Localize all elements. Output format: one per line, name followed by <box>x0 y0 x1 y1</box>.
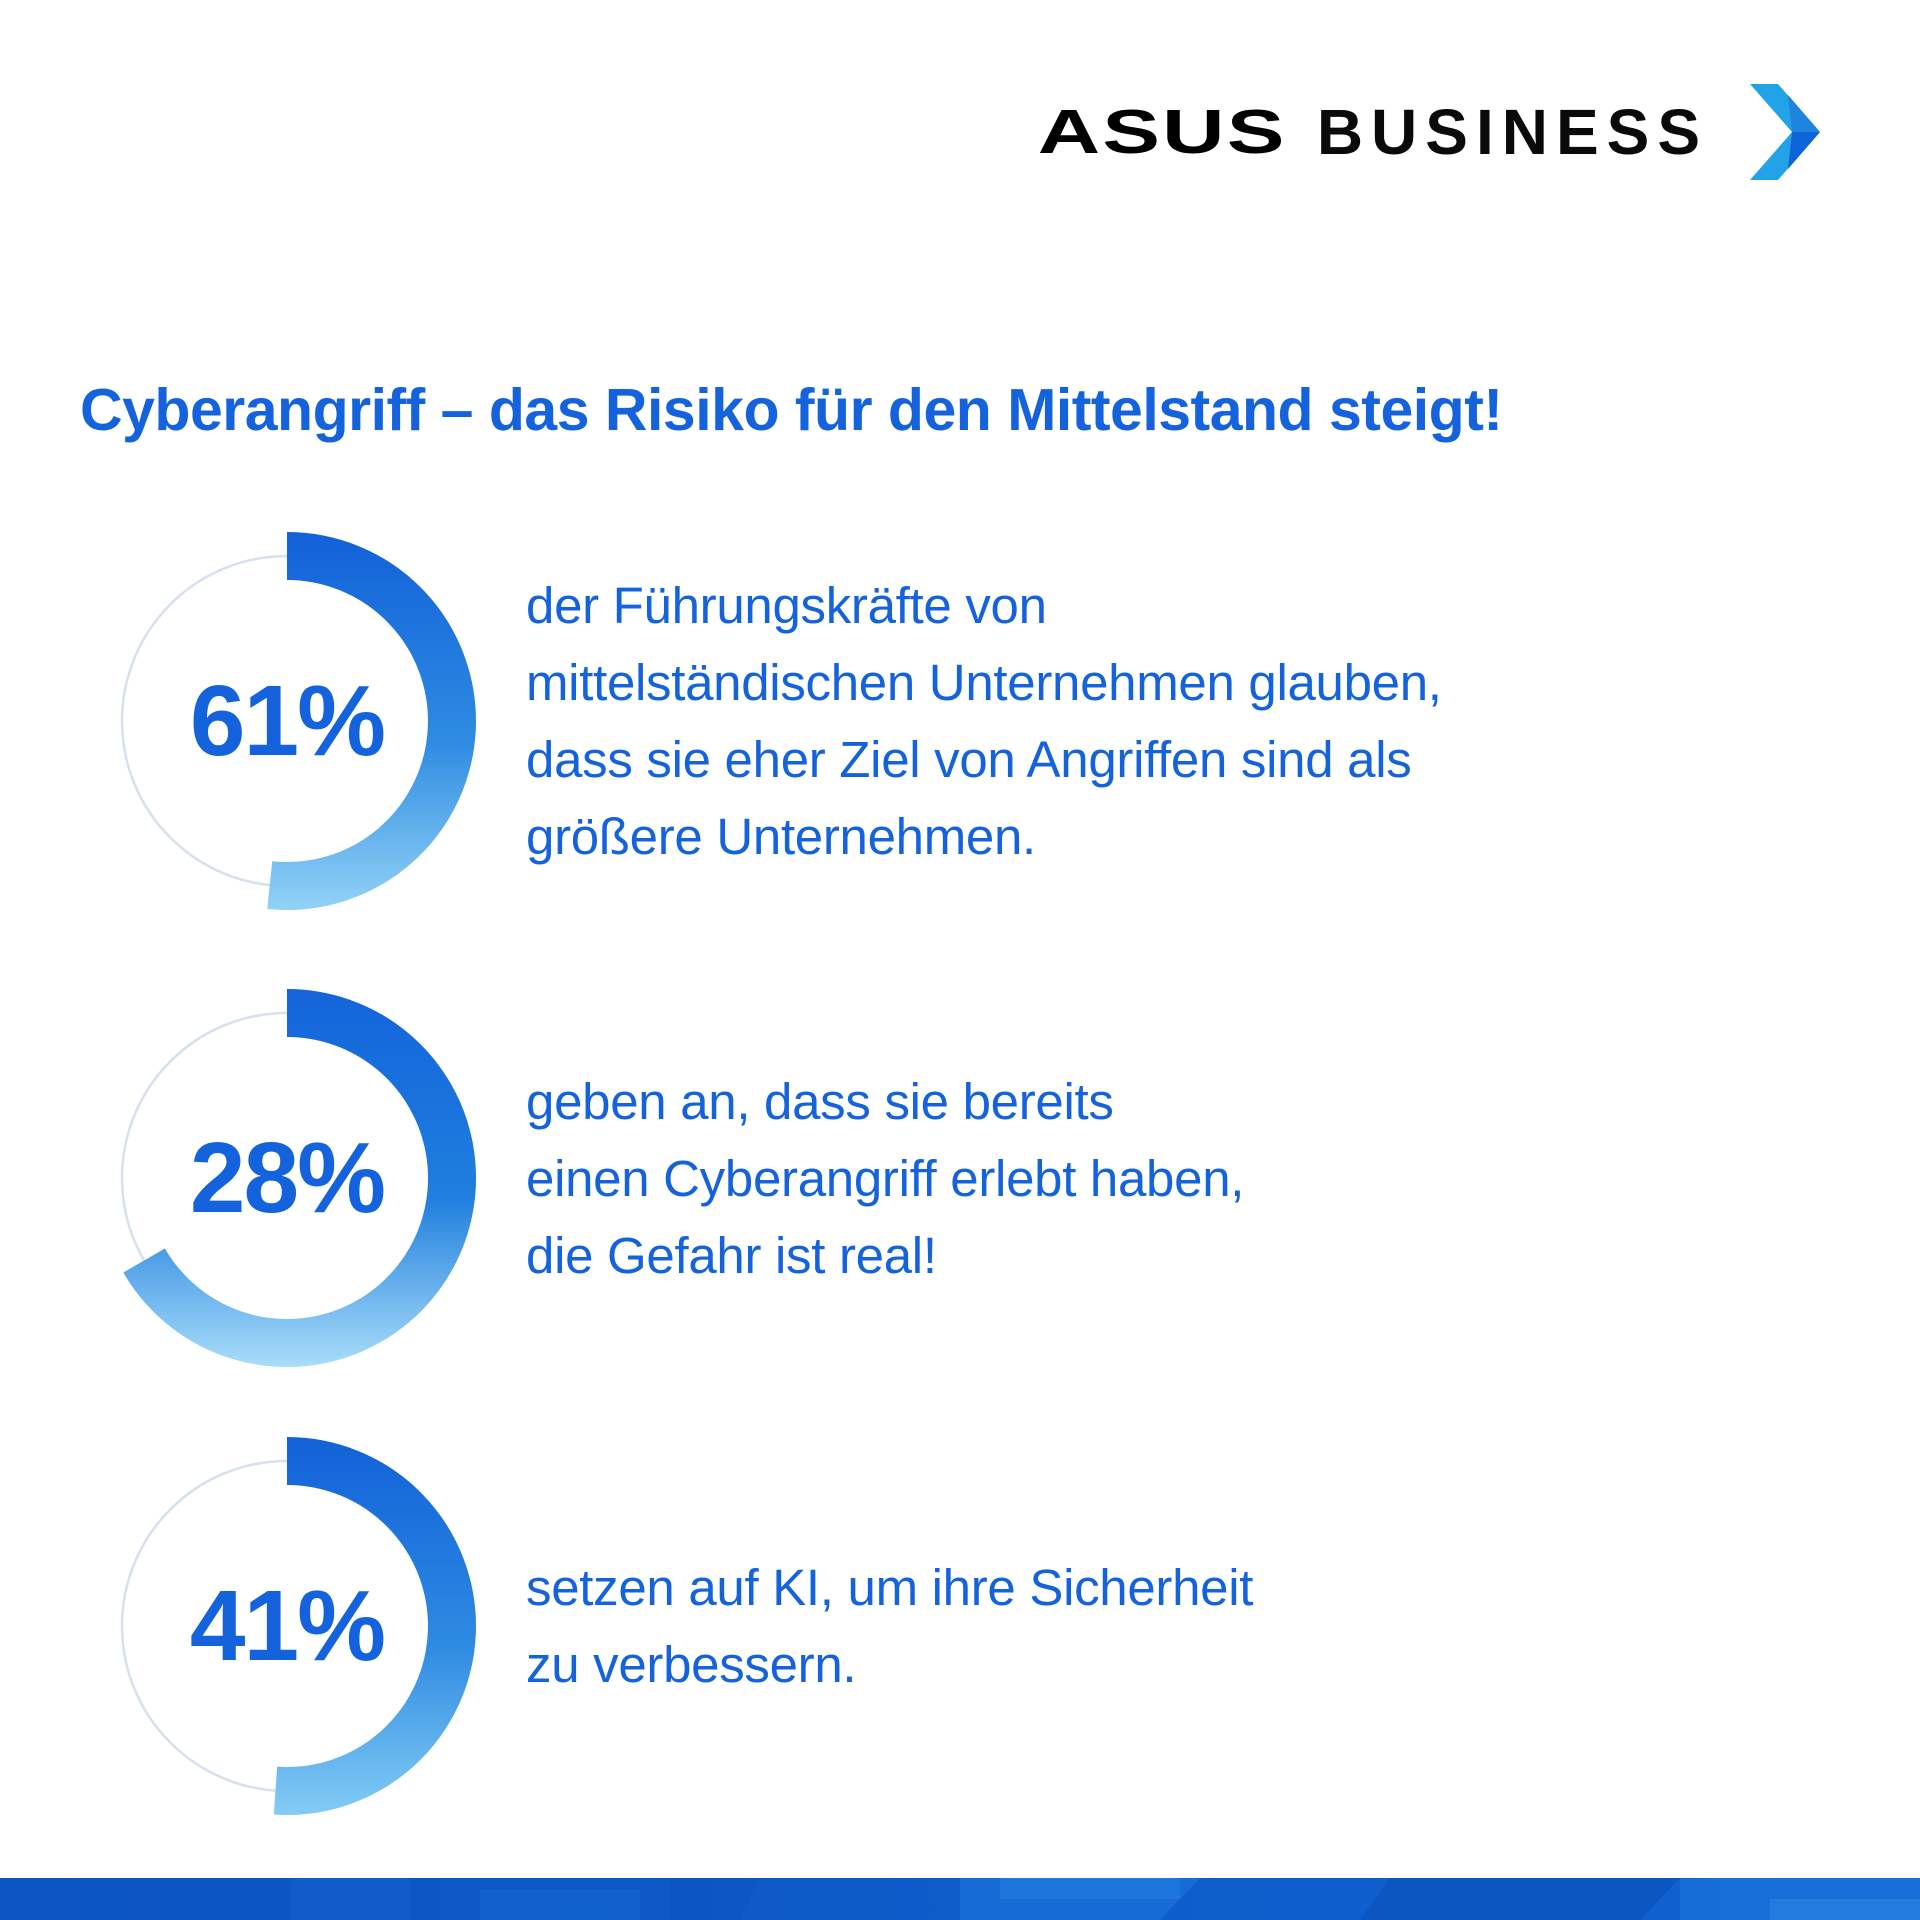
bottom-bar <box>0 1878 1920 1920</box>
donut-value-arc <box>273 1437 476 1815</box>
asus-logo: ASUS <box>1037 96 1287 167</box>
stat-row: 41% setzen auf KI, um ihre Sicherheit zu… <box>92 1431 1253 1821</box>
stat-line: setzen auf KI, um ihre Sicherheit <box>526 1559 1254 1616</box>
donut-value-arc <box>123 989 476 1367</box>
donut-value-label: 28% <box>189 1121 386 1234</box>
arrow-top-facet <box>1788 95 1820 132</box>
donut-ring-svg <box>120 989 476 1367</box>
stat-line: geben an, dass sie bereits <box>526 1072 1114 1130</box>
donut-ring-svg <box>120 1437 476 1815</box>
stat-line: zu verbessern. <box>526 1636 857 1693</box>
donut-value-label: 41% <box>189 1569 386 1682</box>
stat-line: mittelständischen Unternehmen glauben, <box>526 654 1442 711</box>
brand-header: ASUS BUSINESS <box>1037 84 1820 180</box>
stat-row: 61% der Führungskräfte von mittelständis… <box>92 526 1442 916</box>
page-title: Cyberangriff – das Risiko für den Mittel… <box>80 376 1503 443</box>
stat-description: geben an, dass sie bereits einen Cyberan… <box>526 1063 1244 1294</box>
arrow-bottom-facet <box>1788 132 1820 169</box>
donut-chart-28: 28% <box>92 983 482 1373</box>
stat-line: dass sie eher Ziel von Angriffen sind al… <box>526 731 1412 788</box>
stat-line: größere Unternehmen. <box>526 808 1036 865</box>
stat-line: der Führungskräfte von <box>526 577 1047 634</box>
business-logo-text: BUSINESS <box>1316 96 1708 168</box>
stat-description: setzen auf KI, um ihre Sicherheit zu ver… <box>526 1549 1253 1703</box>
donut-ring-svg <box>120 532 476 910</box>
donut-chart-41: 41% <box>92 1431 482 1821</box>
stat-line: die Gefahr ist real! <box>526 1226 937 1284</box>
stat-description: der Führungskräfte von mittelständischen… <box>526 567 1442 875</box>
donut-value-label: 61% <box>189 664 386 777</box>
chevron-right-arrow-icon <box>1748 84 1820 180</box>
bottom-bar-facets <box>0 1878 1920 1920</box>
stat-line: einen Cyberangriff erlebt haben, <box>526 1149 1245 1207</box>
donut-value-arc <box>267 532 476 910</box>
stat-row: 28% geben an, dass sie bereits einen Cyb… <box>92 983 1244 1373</box>
donut-chart-61: 61% <box>92 526 482 916</box>
